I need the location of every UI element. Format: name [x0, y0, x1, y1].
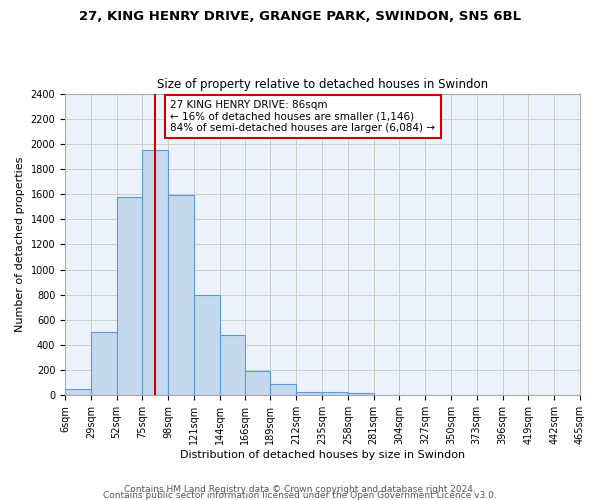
Text: Contains HM Land Registry data © Crown copyright and database right 2024.: Contains HM Land Registry data © Crown c…	[124, 484, 476, 494]
X-axis label: Distribution of detached houses by size in Swindon: Distribution of detached houses by size …	[180, 450, 465, 460]
Bar	[348, 393, 374, 396]
Bar	[271, 384, 296, 396]
Y-axis label: Number of detached properties: Number of detached properties	[15, 157, 25, 332]
Text: 27 KING HENRY DRIVE: 86sqm
← 16% of detached houses are smaller (1,146)
84% of s: 27 KING HENRY DRIVE: 86sqm ← 16% of deta…	[170, 100, 436, 133]
Bar	[142, 150, 168, 396]
Text: 27, KING HENRY DRIVE, GRANGE PARK, SWINDON, SN5 6BL: 27, KING HENRY DRIVE, GRANGE PARK, SWIND…	[79, 10, 521, 23]
Text: Contains public sector information licensed under the Open Government Licence v3: Contains public sector information licen…	[103, 490, 497, 500]
Bar	[245, 372, 271, 396]
Bar	[91, 332, 116, 396]
Bar	[194, 294, 220, 396]
Bar	[322, 392, 348, 396]
Bar	[168, 196, 194, 396]
Bar	[65, 389, 91, 396]
Bar	[220, 335, 245, 396]
Title: Size of property relative to detached houses in Swindon: Size of property relative to detached ho…	[157, 78, 488, 91]
Bar	[116, 196, 142, 396]
Bar	[296, 392, 322, 396]
